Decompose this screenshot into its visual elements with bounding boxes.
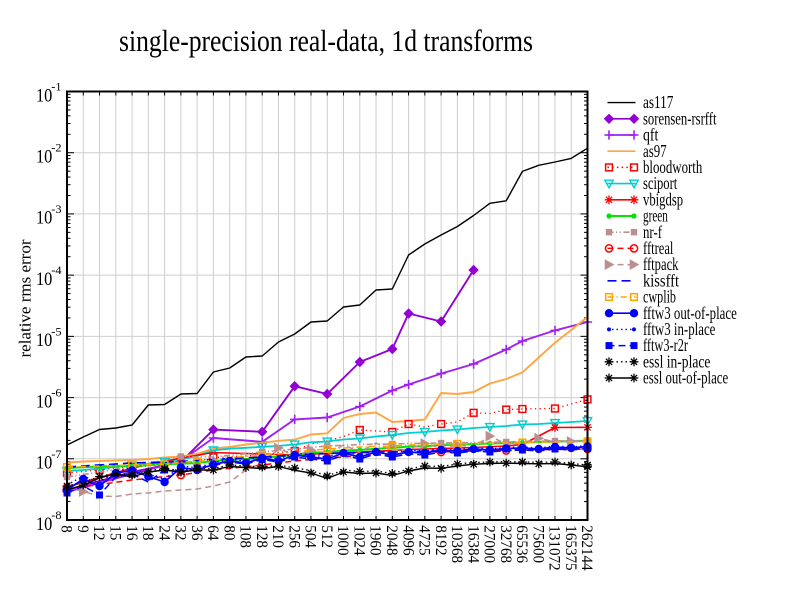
svg-text:-5: -5 [51,326,62,338]
svg-text:-2: -2 [51,143,62,155]
svg-text:1960: 1960 [367,525,384,555]
svg-text:10: 10 [36,208,52,229]
svg-text:as97: as97 [643,141,667,161]
svg-text:16: 16 [123,525,140,540]
svg-text:12: 12 [90,525,107,540]
svg-text:sciport: sciport [643,173,677,193]
svg-text:64: 64 [204,525,221,540]
svg-text:8: 8 [58,525,75,533]
svg-text:-7: -7 [51,449,62,461]
svg-text:24: 24 [155,525,172,540]
svg-text:10: 10 [36,391,52,412]
svg-text:relative rms error: relative rms error [16,239,35,358]
svg-text:fftw3 in-place: fftw3 in-place [643,319,716,339]
svg-text:131072: 131072 [546,525,563,570]
svg-text:16384: 16384 [464,525,481,563]
svg-text:10368: 10368 [448,525,465,563]
svg-text:as117: as117 [643,92,674,112]
svg-text:65536: 65536 [513,525,530,563]
svg-text:single-precision real-data, 1d: single-precision real-data, 1d transform… [119,23,533,58]
svg-text:10: 10 [36,85,52,106]
svg-text:bloodworth: bloodworth [643,157,702,177]
svg-text:75600: 75600 [529,525,546,563]
svg-text:80: 80 [220,525,237,540]
svg-text:10: 10 [36,514,52,535]
svg-text:1024: 1024 [351,525,368,555]
svg-text:kissfft: kissfft [643,270,679,290]
svg-text:9: 9 [74,525,91,533]
svg-text:cwplib: cwplib [643,287,676,307]
svg-text:fftpack: fftpack [643,254,679,274]
svg-text:10: 10 [36,147,52,168]
svg-text:-4: -4 [51,265,62,277]
svg-text:fftreal: fftreal [643,238,673,258]
svg-text:1000: 1000 [334,525,351,555]
svg-text:qft: qft [643,125,658,145]
svg-text:32: 32 [172,525,189,540]
svg-text:32768: 32768 [497,525,514,563]
svg-text:10: 10 [36,330,52,351]
svg-text:-3: -3 [51,204,62,216]
svg-text:vbigdsp: vbigdsp [643,189,683,209]
svg-text:10: 10 [36,269,52,290]
svg-text:504: 504 [302,525,319,548]
svg-text:-1: -1 [51,82,62,94]
svg-text:fftw3 out-of-place: fftw3 out-of-place [643,303,737,323]
svg-text:10: 10 [36,453,52,474]
svg-text:green: green [643,206,668,226]
svg-text:nr-f: nr-f [643,222,662,242]
svg-text:165375: 165375 [562,525,579,570]
svg-text:108: 108 [237,525,254,548]
svg-text:15: 15 [107,525,124,540]
svg-text:256: 256 [285,525,302,548]
svg-text:essl in-place: essl in-place [643,351,711,371]
svg-text:2048: 2048 [383,525,400,555]
svg-text:essl out-of-place: essl out-of-place [643,368,728,388]
svg-text:36: 36 [188,525,205,540]
svg-text:210: 210 [269,525,286,548]
svg-text:128: 128 [253,525,270,548]
svg-text:512: 512 [318,525,335,548]
svg-text:27000: 27000 [481,525,498,563]
svg-text:fftw3-r2r: fftw3-r2r [643,335,688,355]
svg-text:18: 18 [139,525,156,540]
svg-text:4725: 4725 [416,525,433,555]
svg-text:sorensen-rsrfft: sorensen-rsrfft [643,108,717,128]
svg-text:4096: 4096 [399,525,416,555]
svg-text:8192: 8192 [432,525,449,555]
svg-text:262144: 262144 [578,525,595,570]
svg-text:-8: -8 [51,510,62,522]
svg-text:-6: -6 [51,388,62,400]
